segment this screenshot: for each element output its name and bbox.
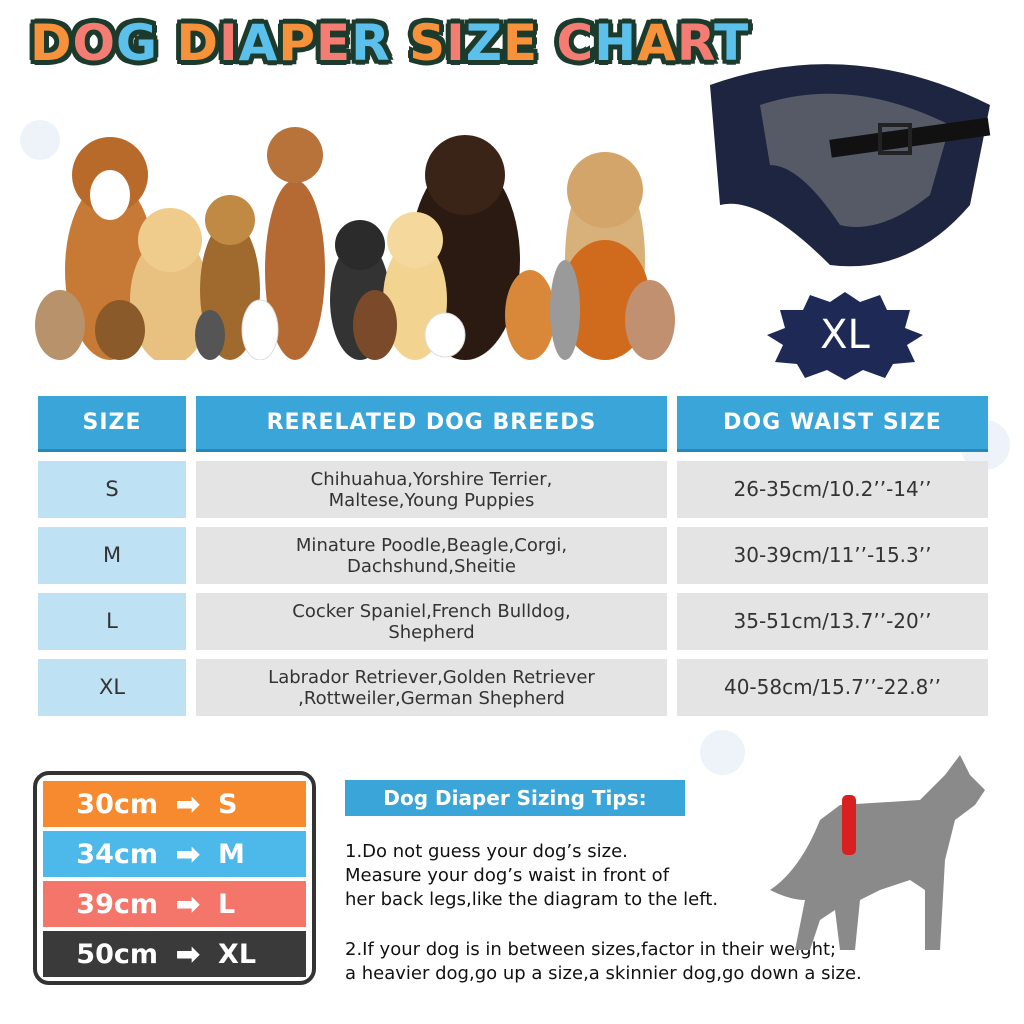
tip-1-line: 1.Do not guess your dog’s size. — [345, 841, 628, 862]
tip-2-line: 2.If your dog is in between sizes,factor… — [345, 939, 837, 960]
size-guide-size: L — [218, 888, 236, 920]
table-cell-size: S — [38, 461, 186, 518]
breeds-line: Dachshund,Sheitie — [347, 555, 516, 577]
size-guide-row: 50cm ➡ XL — [43, 931, 306, 977]
title-letter: H — [594, 14, 638, 72]
paw-decoration — [700, 730, 745, 775]
paw-decoration — [20, 120, 60, 160]
title-letter — [391, 14, 409, 72]
title-letter: R — [676, 14, 715, 72]
title-letter: R — [351, 14, 391, 72]
size-guide-row: 30cm ➡ S — [43, 781, 306, 827]
size-guide-cm: 34cm — [76, 838, 158, 870]
breeds-line: Minature Poodle,Beagle,Corgi, — [295, 534, 568, 556]
breeds-line: Cocker Spaniel,French Bulldog, — [292, 600, 571, 622]
title-letter: Z — [465, 14, 503, 72]
arrow-right-icon: ➡ — [175, 786, 201, 822]
title-letter: D — [176, 14, 220, 72]
title-letter — [158, 14, 176, 72]
arrow-right-icon: ➡ — [175, 836, 201, 872]
dog-breeds-illustration — [35, 127, 675, 360]
header-size: SIZE — [38, 396, 186, 452]
diaper-product-image — [710, 64, 991, 267]
size-guide-box: 30cm ➡ S 34cm ➡ M 39cm ➡ L 50cm ➡ XL — [33, 771, 316, 985]
breeds-line: Maltese,Young Puppies — [328, 489, 535, 511]
waist-band-icon — [842, 795, 856, 855]
title-letter: G — [116, 14, 159, 72]
tip-1-line: her back legs,like the diagram to the le… — [345, 889, 719, 910]
dog-waist-diagram — [770, 755, 985, 950]
title-letter: I — [446, 14, 466, 72]
header-waist: DOG WAIST SIZE — [677, 396, 988, 452]
table-cell-waist: 30-39cm/11’’-15.3’’ — [677, 527, 988, 584]
tips-heading: Dog Diaper Sizing Tips: — [345, 780, 685, 816]
xl-badge-label: XL — [820, 312, 870, 358]
header-breeds: RERELATED DOG BREEDS — [196, 396, 667, 452]
size-guide-cm: 50cm — [76, 938, 158, 970]
size-guide-row: 39cm ➡ L — [43, 881, 306, 927]
size-guide-cm: 30cm — [76, 788, 158, 820]
title-letter: A — [637, 14, 677, 72]
table-cell-breeds: Cocker Spaniel,French Bulldog, Shepherd — [196, 593, 667, 650]
table-cell-size: XL — [38, 659, 186, 716]
title-letter: I — [219, 14, 239, 72]
table-cell-breeds: Minature Poodle,Beagle,Corgi, Dachshund,S… — [196, 527, 667, 584]
title-letter: E — [315, 14, 352, 72]
tip-1: 1.Do not guess your dog’s size. Measure … — [345, 840, 945, 912]
tip-2-line: a heavier dog,go up a size,a skinnier do… — [345, 963, 862, 984]
size-guide-cm: 39cm — [76, 888, 158, 920]
table-cell-size: L — [38, 593, 186, 650]
table-cell-size: M — [38, 527, 186, 584]
title-letter: S — [409, 14, 447, 72]
size-guide-size: XL — [218, 938, 257, 970]
table-cell-breeds: Labrador Retriever,Golden Retriever ,Rott… — [196, 659, 667, 716]
breeds-line: Chihuahua,Yorshire Terrier, — [310, 468, 553, 490]
tip-1-line: Measure your dog’s waist in front of — [345, 865, 670, 886]
title-letter — [538, 14, 556, 72]
size-guide-size: M — [218, 838, 245, 870]
title-letter: E — [502, 14, 539, 72]
size-guide-row: 34cm ➡ M — [43, 831, 306, 877]
table-cell-waist: 35-51cm/13.7’’-20’’ — [677, 593, 988, 650]
title-letter: P — [278, 14, 316, 72]
title-letter: O — [72, 14, 117, 72]
breeds-line: Shepherd — [388, 621, 475, 643]
title-letter: T — [714, 14, 750, 72]
arrow-right-icon: ➡ — [175, 886, 201, 922]
tip-2: 2.If your dog is in between sizes,factor… — [345, 938, 945, 986]
xl-badge: XL — [767, 292, 923, 380]
table-cell-waist: 26-35cm/10.2’’-14’’ — [677, 461, 988, 518]
table-cell-waist: 40-58cm/15.7’’-22.8’’ — [677, 659, 988, 716]
size-guide-size: S — [218, 788, 238, 820]
breeds-line: Labrador Retriever,Golden Retriever — [268, 666, 595, 688]
table-cell-breeds: Chihuahua,Yorshire Terrier, Maltese,Young… — [196, 461, 667, 518]
title-letter: A — [238, 14, 279, 72]
title-letter: C — [556, 14, 595, 72]
page-title: DOG DIAPER SIZE CHART — [30, 14, 749, 72]
breeds-line: ,Rottweiler,German Shepherd — [298, 687, 565, 709]
title-letter: D — [30, 14, 73, 72]
arrow-right-icon: ➡ — [175, 936, 201, 972]
